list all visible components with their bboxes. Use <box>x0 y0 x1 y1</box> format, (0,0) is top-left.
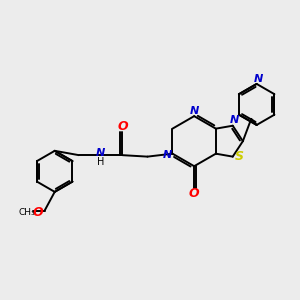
Text: N: N <box>190 106 199 116</box>
Text: H: H <box>97 157 104 166</box>
Text: S: S <box>235 149 244 163</box>
Text: CH₃: CH₃ <box>18 208 35 217</box>
Text: O: O <box>117 120 128 134</box>
Text: O: O <box>189 187 200 200</box>
Text: O: O <box>33 206 44 218</box>
Text: N: N <box>96 148 105 158</box>
Text: N: N <box>163 150 172 160</box>
Text: N: N <box>254 74 263 84</box>
Text: N: N <box>230 116 239 125</box>
